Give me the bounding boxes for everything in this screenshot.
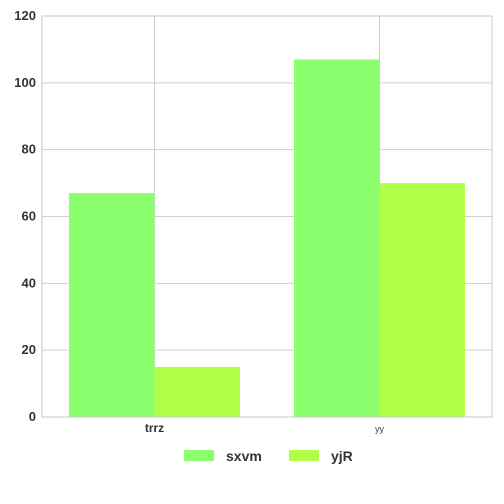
legend: sxvm yjR [184, 448, 353, 464]
y-tick-label: 80 [22, 142, 36, 157]
y-tick-label: 60 [22, 209, 36, 224]
y-tick-label: 120 [14, 8, 36, 23]
legend-label-yjR: yjR [331, 448, 353, 464]
y-tick-label: 0 [29, 409, 36, 424]
bars-layer [69, 59, 465, 418]
y-axis-ticks: 0 20 40 60 80 100 120 [14, 8, 36, 424]
legend-swatch-sxvm [184, 450, 214, 461]
y-tick-label: 40 [22, 275, 36, 290]
bar-sxvm-trrz [69, 193, 155, 417]
x-tick-label: trrz [145, 421, 164, 435]
legend-label-sxvm: sxvm [226, 448, 262, 464]
legend-swatch-yjR [289, 450, 319, 461]
bar-yjR-yy [379, 183, 465, 417]
bar-yjR-trrz [154, 366, 240, 417]
y-tick-label: 100 [14, 75, 36, 90]
x-tick-label: yy [375, 424, 385, 434]
plot-frame [41, 15, 493, 418]
bar-sxvm-yy [294, 59, 380, 418]
y-tick-label: 20 [22, 342, 36, 357]
x-axis-ticks: trrz yy [145, 421, 385, 435]
